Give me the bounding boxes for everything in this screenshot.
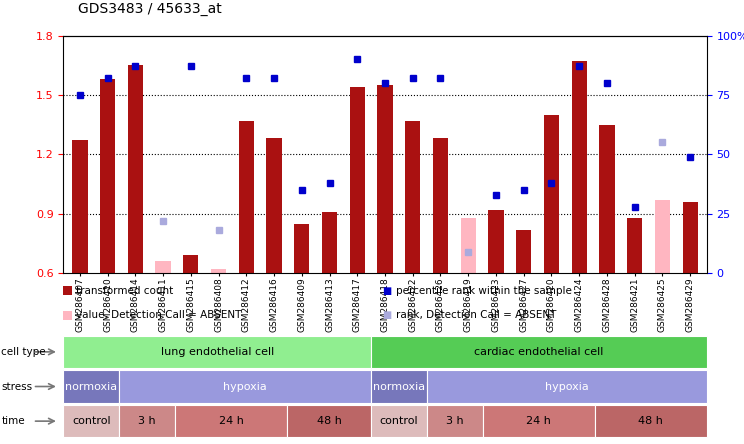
- Text: cardiac endothelial cell: cardiac endothelial cell: [474, 347, 603, 357]
- Bar: [516, 230, 531, 273]
- Text: time: time: [1, 416, 25, 426]
- Bar: [655, 200, 670, 273]
- Text: cell type: cell type: [1, 347, 46, 357]
- Bar: [433, 139, 448, 273]
- Text: transformed count: transformed count: [76, 286, 173, 296]
- Bar: [155, 261, 170, 273]
- Bar: [627, 218, 642, 273]
- Bar: [544, 115, 559, 273]
- Bar: [571, 61, 587, 273]
- Text: ■: ■: [382, 286, 391, 296]
- Bar: [72, 140, 88, 273]
- Bar: [350, 87, 365, 273]
- Text: lung endothelial cell: lung endothelial cell: [161, 347, 274, 357]
- Bar: [239, 121, 254, 273]
- Text: control: control: [379, 416, 418, 426]
- Text: GDS3483 / 45633_at: GDS3483 / 45633_at: [78, 1, 222, 16]
- Text: stress: stress: [1, 381, 33, 392]
- Bar: [211, 269, 226, 273]
- Bar: [322, 212, 337, 273]
- Text: 48 h: 48 h: [317, 416, 341, 426]
- Text: value, Detection Call = ABSENT: value, Detection Call = ABSENT: [76, 310, 241, 320]
- Text: hypoxia: hypoxia: [545, 381, 589, 392]
- Text: hypoxia: hypoxia: [223, 381, 267, 392]
- Text: 24 h: 24 h: [527, 416, 551, 426]
- Text: 48 h: 48 h: [638, 416, 663, 426]
- Bar: [682, 202, 698, 273]
- Bar: [488, 210, 504, 273]
- Text: control: control: [72, 416, 111, 426]
- Bar: [128, 65, 143, 273]
- Bar: [461, 218, 476, 273]
- Bar: [183, 255, 199, 273]
- Bar: [600, 125, 615, 273]
- Text: 3 h: 3 h: [138, 416, 156, 426]
- Bar: [266, 139, 282, 273]
- Text: percentile rank within the sample: percentile rank within the sample: [396, 286, 571, 296]
- Text: 24 h: 24 h: [219, 416, 243, 426]
- Text: 3 h: 3 h: [446, 416, 464, 426]
- Text: rank, Detection Call = ABSENT: rank, Detection Call = ABSENT: [396, 310, 557, 320]
- Bar: [377, 85, 393, 273]
- Bar: [405, 121, 420, 273]
- Text: normoxia: normoxia: [65, 381, 118, 392]
- Text: normoxia: normoxia: [373, 381, 425, 392]
- Bar: [294, 224, 310, 273]
- Bar: [100, 79, 115, 273]
- Text: ■: ■: [382, 310, 391, 320]
